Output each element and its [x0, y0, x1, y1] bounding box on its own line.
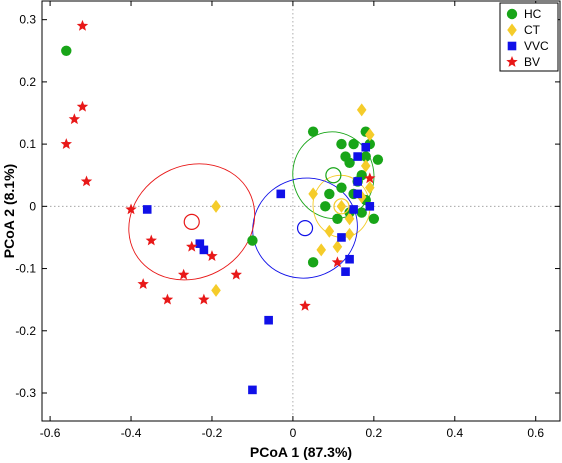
point-hc — [247, 235, 258, 246]
series-ct — [211, 103, 375, 297]
point-hc — [372, 154, 384, 165]
y-tick-label: -0.3 — [15, 386, 36, 400]
point-hc — [356, 207, 367, 218]
x-tick-label: 0.4 — [446, 426, 463, 440]
x-tick-label: 0.2 — [366, 426, 383, 440]
point-bv — [60, 138, 72, 149]
point-bv — [68, 113, 81, 125]
point-bv — [76, 19, 89, 31]
plot-frame — [41, 0, 561, 422]
point-bv — [230, 268, 242, 280]
y-tick-label: 0 — [29, 199, 36, 213]
legend-label-ct: CT — [524, 23, 541, 37]
y-tick-label: 0.2 — [19, 75, 36, 89]
x-tick-label: -0.2 — [202, 426, 223, 440]
y-tick-label: -0.1 — [15, 262, 36, 276]
point-vvc — [195, 239, 205, 248]
x-tick-label: -0.6 — [40, 426, 61, 440]
point-ct — [324, 224, 335, 238]
centroid-markers — [183, 167, 350, 237]
centroid-bv — [183, 213, 200, 230]
point-hc — [320, 201, 331, 212]
point-ct — [360, 159, 371, 173]
point-vvc — [142, 205, 152, 214]
point-bv — [145, 234, 157, 246]
point-ct — [344, 212, 355, 226]
point-bv — [177, 268, 190, 280]
point-vvc — [361, 142, 371, 152]
legend-marker-vvc — [507, 41, 517, 51]
point-hc — [348, 138, 359, 150]
point-hc — [324, 188, 335, 200]
point-bv — [161, 293, 174, 305]
y-axis-title: PCoA 2 (8.1%) — [1, 164, 17, 258]
point-bv — [206, 250, 218, 261]
point-vvc — [353, 177, 362, 186]
point-ct — [308, 187, 318, 201]
legend-marker-hc — [506, 8, 518, 20]
point-bv — [299, 299, 311, 311]
data-points — [60, 19, 384, 395]
point-vvc — [341, 267, 350, 276]
series-vvc — [142, 142, 375, 395]
point-bv — [331, 256, 344, 268]
point-hc — [368, 213, 380, 224]
point-ct — [332, 240, 343, 254]
point-hc — [332, 213, 343, 224]
point-bv — [80, 175, 93, 187]
point-ct — [211, 199, 221, 213]
point-vvc — [248, 385, 257, 395]
point-ct — [336, 199, 347, 213]
point-ct — [356, 103, 367, 117]
legend-label-hc: HC — [524, 7, 542, 21]
point-vvc — [353, 189, 362, 199]
point-hc — [307, 257, 319, 268]
point-hc — [61, 45, 72, 56]
point-bv — [364, 172, 376, 184]
point-bv — [137, 278, 149, 289]
y-axis-ticks: -0.3 -0.2 -0.1 0 0.1 0.2 0.3 — [15, 13, 560, 400]
y-tick-label: -0.2 — [15, 324, 36, 338]
point-vvc — [365, 202, 375, 211]
point-ct — [316, 243, 327, 257]
series-bv — [60, 19, 376, 311]
point-vvc — [199, 245, 209, 255]
point-vvc — [276, 189, 286, 199]
point-hc — [360, 151, 371, 162]
point-vvc — [353, 152, 362, 161]
legend-label-vvc: VVC — [524, 39, 549, 53]
point-vvc — [264, 315, 273, 325]
centroid-hc — [325, 167, 342, 184]
point-hc — [307, 126, 319, 137]
centroid-vvc — [296, 220, 314, 237]
legend-label-bv: BV — [524, 55, 540, 69]
point-bv — [76, 100, 89, 112]
point-bv — [125, 203, 137, 215]
centroid-ct — [333, 198, 350, 215]
point-ct — [364, 128, 375, 142]
legend-marker-ct — [507, 23, 517, 37]
point-bv — [198, 293, 210, 305]
point-ct — [211, 283, 221, 297]
point-ct — [344, 227, 355, 241]
point-bv — [186, 240, 198, 252]
legend: HC CT VVC BV — [499, 2, 559, 72]
point-ct — [364, 181, 375, 195]
point-hc — [336, 182, 347, 193]
point-vvc — [337, 233, 346, 242]
point-hc — [336, 138, 347, 150]
y-tick-label: 0.3 — [19, 13, 36, 27]
point-vvc — [345, 254, 354, 264]
x-axis-title: PCoA 1 (87.3%) — [250, 444, 352, 460]
legend-marker-bv — [506, 56, 518, 67]
x-tick-label: -0.4 — [121, 426, 142, 440]
y-tick-label: 0.1 — [19, 137, 36, 151]
x-tick-label: 0.6 — [527, 426, 544, 440]
x-axis-ticks: -0.6 -0.4 -0.2 0 0.2 0.4 0.6 — [40, 1, 544, 440]
x-tick-label: 0 — [290, 426, 297, 440]
ellipse-bv — [128, 163, 256, 281]
point-vvc — [349, 205, 358, 214]
point-hc — [344, 157, 355, 168]
